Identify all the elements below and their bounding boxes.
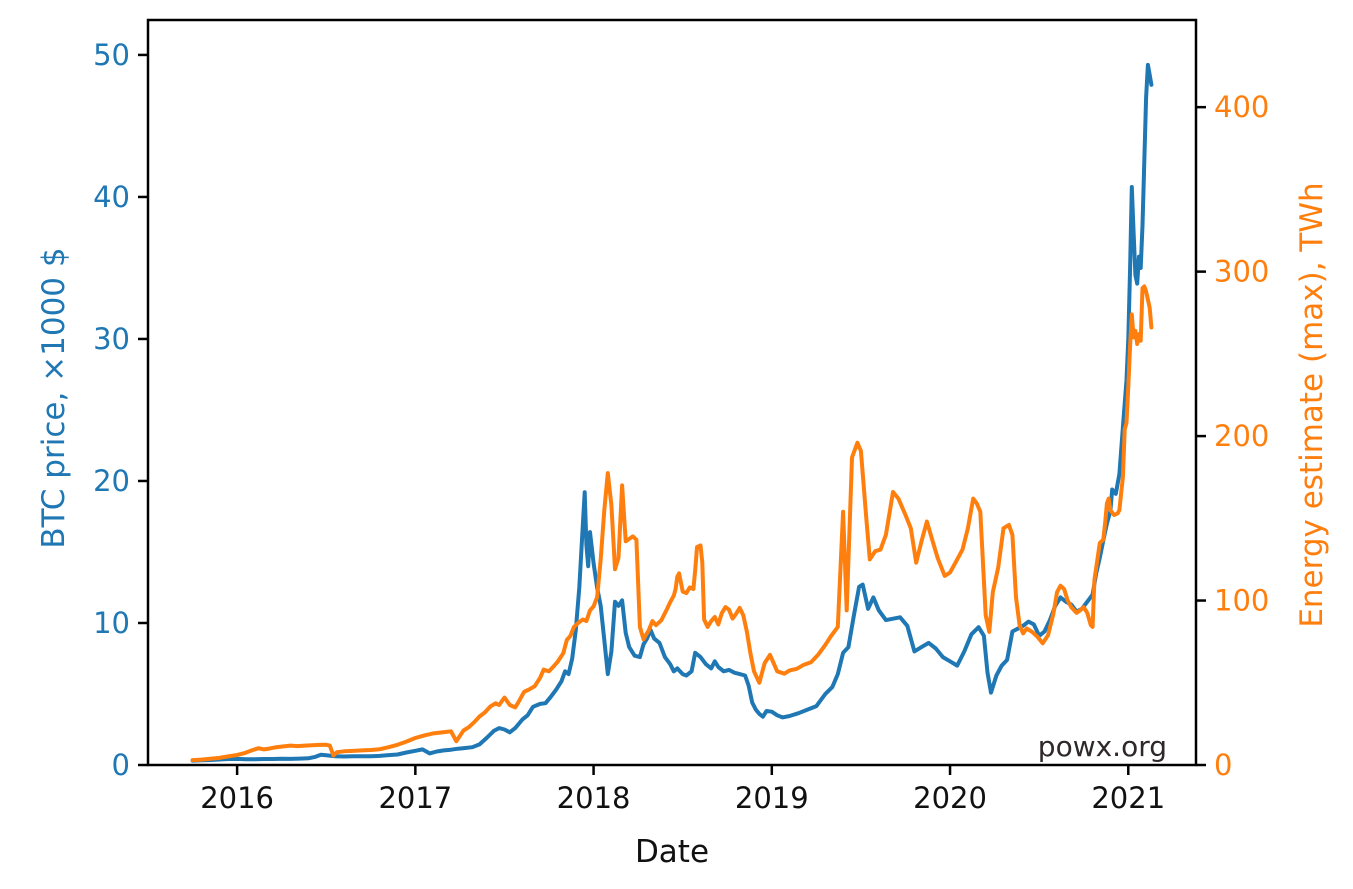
btc-price-line	[190, 62, 1154, 763]
x-axis-title: Date	[635, 834, 709, 870]
watermark: powx.org	[1038, 730, 1167, 763]
y-right-tick-label: 300	[1214, 255, 1269, 289]
y-left-tick-label: 30	[93, 322, 130, 356]
y-left-tick-label: 0	[112, 748, 130, 782]
x-tick-label: 2020	[913, 781, 987, 815]
x-tick-label: 2018	[557, 781, 631, 815]
y-right-tick-label: 200	[1214, 419, 1269, 453]
y-left-tick-label: 20	[93, 464, 130, 498]
y-right-axis-ticks: 0 100 200 300 400	[1196, 90, 1269, 782]
plot-border	[146, 18, 1198, 767]
series-group	[190, 62, 1154, 763]
x-tick-label: 2019	[735, 781, 809, 815]
x-tick-label: 2017	[378, 781, 452, 815]
y-right-axis-title: Energy estimate (max), TWh	[1294, 182, 1330, 627]
y-right-tick-label: 100	[1214, 584, 1269, 618]
y-right-tick-label: 0	[1214, 748, 1232, 782]
y-left-axis-title: BTC price, ×1000 $	[36, 247, 72, 548]
y-left-axis-ticks: 0 10 20 30 40 50	[93, 38, 148, 782]
y-right-tick-label: 400	[1214, 90, 1269, 124]
energy-estimate-line	[190, 284, 1154, 763]
x-tick-label: 2016	[200, 781, 274, 815]
x-tick-label: 2021	[1091, 781, 1165, 815]
y-left-tick-label: 40	[93, 180, 130, 214]
y-left-tick-label: 50	[93, 38, 130, 72]
y-left-tick-label: 10	[93, 606, 130, 640]
x-axis-ticks: 2016 2017 2018 2019 2020 2021	[200, 765, 1165, 815]
